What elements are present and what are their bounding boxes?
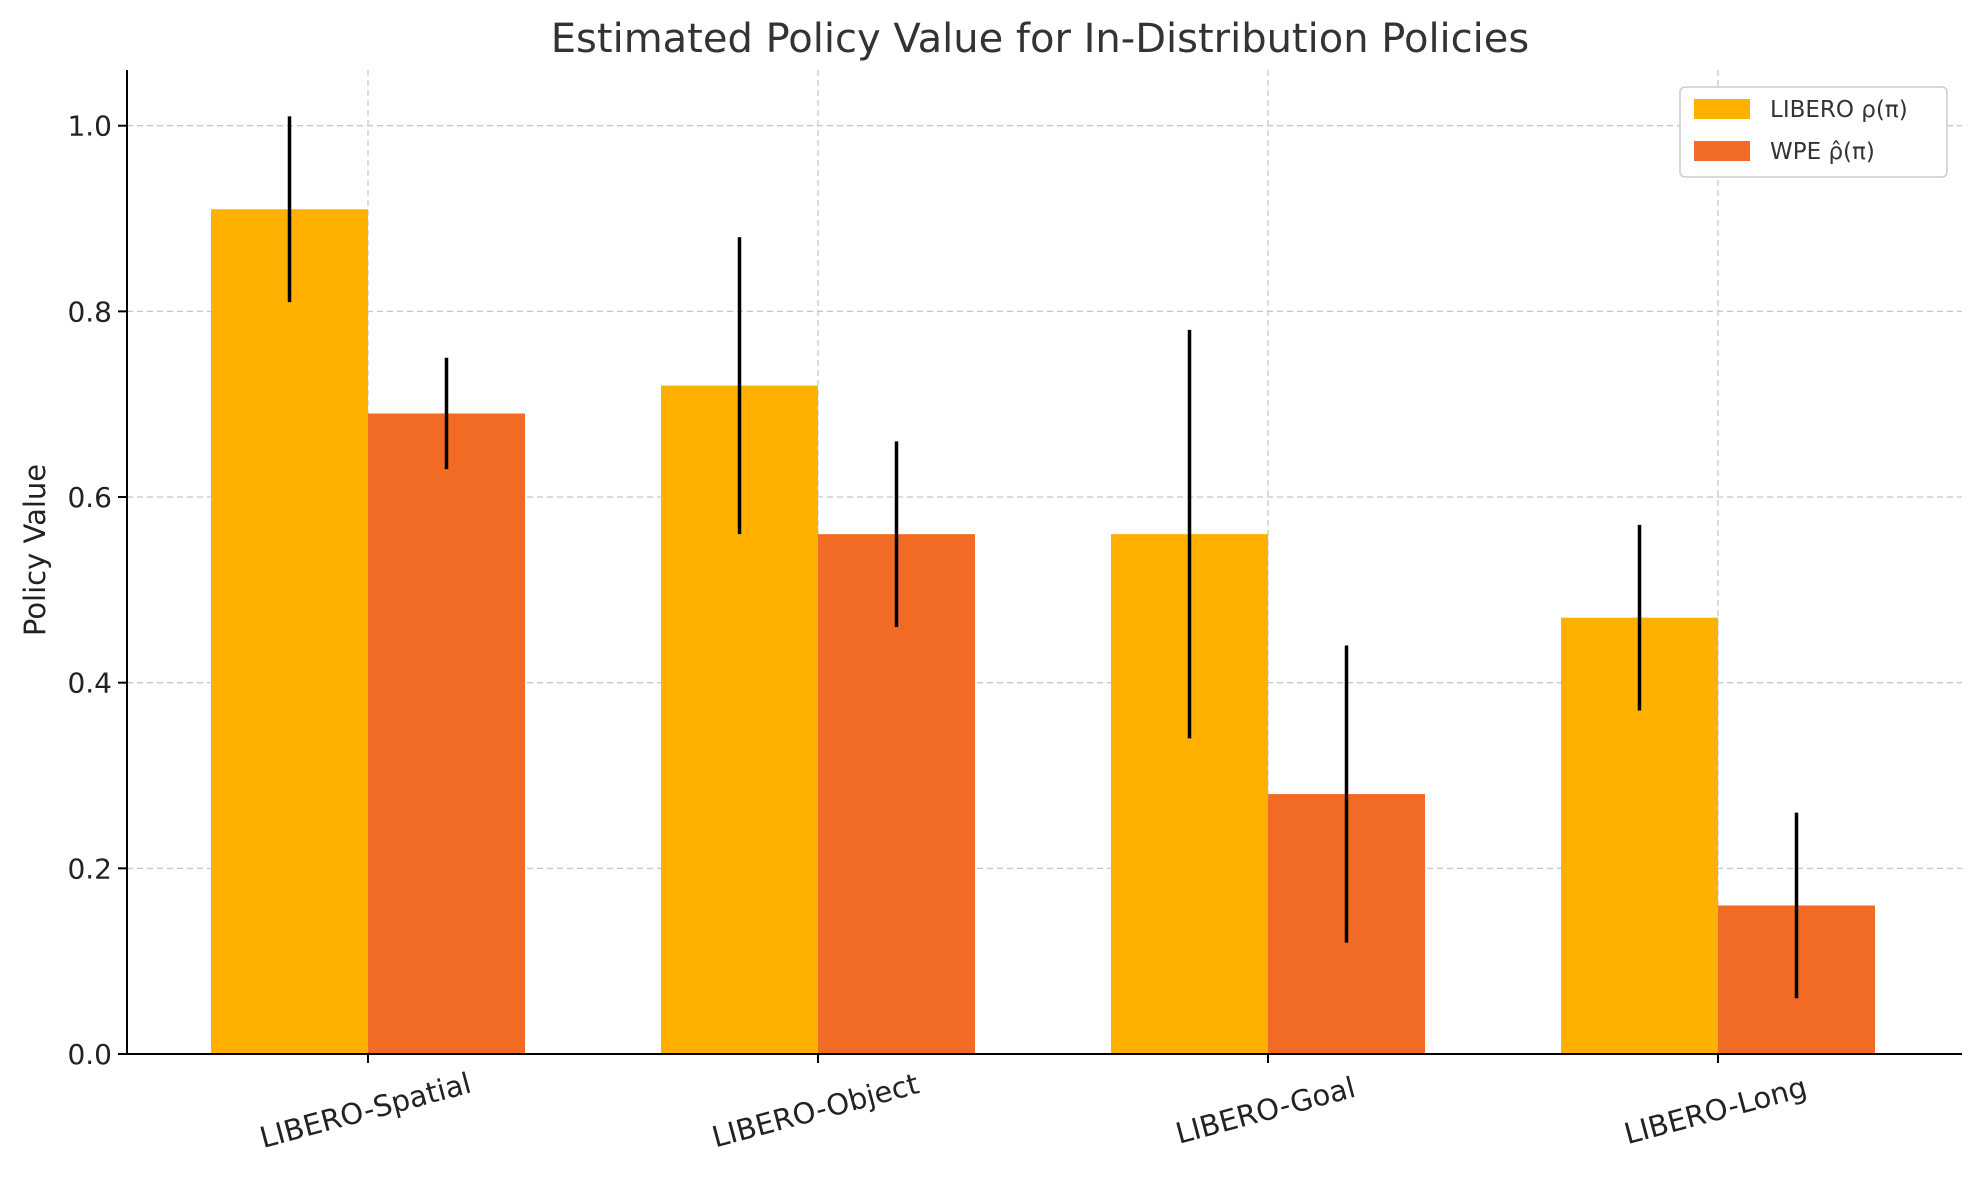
y-axis-label: Policy Value xyxy=(18,464,52,636)
legend-swatch-wpe xyxy=(1694,141,1750,161)
y-ticks: 0.0 0.2 0.4 0.6 0.8 1.0 xyxy=(67,110,127,1071)
y-tick-label: 0.8 xyxy=(67,295,112,328)
x-tick-label: LIBERO-Long xyxy=(1621,1070,1811,1151)
bars xyxy=(211,209,1875,1055)
x-tick-label: LIBERO-Goal xyxy=(1172,1070,1359,1151)
x-tick-label: LIBERO-Object xyxy=(708,1066,922,1154)
axes xyxy=(126,70,1962,1055)
legend-swatch-libero xyxy=(1694,99,1750,119)
y-tick-label: 0.2 xyxy=(67,852,112,885)
y-tick-label: 0.0 xyxy=(67,1038,112,1071)
y-tick-label: 0.4 xyxy=(67,667,112,700)
error-bars xyxy=(287,116,1799,999)
y-tick-label: 0.6 xyxy=(67,481,112,514)
legend-label-libero: LIBERO ρ(π) xyxy=(1770,97,1908,123)
chart-title: Estimated Policy Value for In-Distributi… xyxy=(551,16,1529,62)
bar-wpe-libero-spatial xyxy=(368,413,525,1055)
legend: LIBERO ρ(π) WPE ρ̂(π) xyxy=(1679,86,1948,178)
bar-libero-libero-spatial xyxy=(211,209,368,1054)
x-ticks: LIBERO-Spatial LIBERO-Object LIBERO-Goal LI… xyxy=(256,1054,1810,1155)
x-tick-label: LIBERO-Spatial xyxy=(256,1066,474,1155)
y-tick-label: 1.0 xyxy=(67,110,112,143)
legend-label-wpe: WPE ρ̂(π) xyxy=(1770,139,1875,165)
